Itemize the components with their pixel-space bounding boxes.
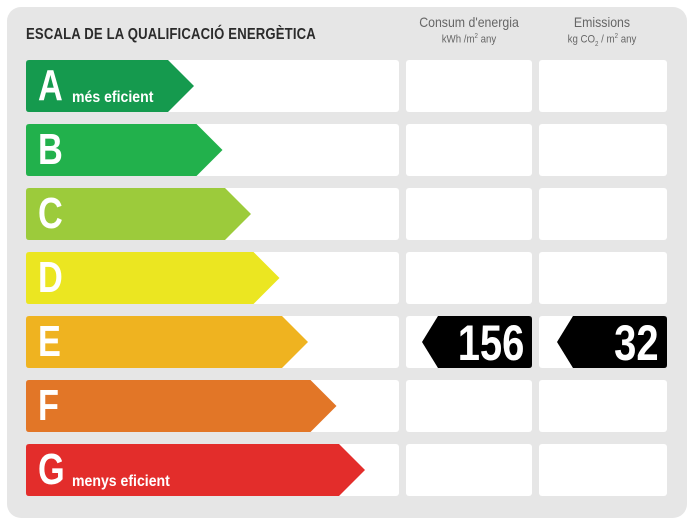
energy-cell-D	[406, 252, 532, 304]
energy-column-unit: kWh /m2 any	[441, 33, 497, 46]
emissions-cell-F	[539, 380, 667, 432]
class-letter: F	[38, 381, 59, 430]
class-arrow-B: B	[26, 124, 223, 176]
energy-cell-G	[406, 444, 532, 496]
emissions-column-unit: kg CO2 / m2 any	[567, 33, 637, 48]
class-arrow-shape-D	[26, 252, 280, 304]
class-letter: B	[38, 125, 63, 174]
class-arrow-D: D	[26, 252, 280, 304]
class-letter: E	[38, 317, 61, 366]
emissions-cell-B	[539, 124, 667, 176]
emissions-cell-G	[539, 444, 667, 496]
energy-column-header: Consum d'energia kWh /m2 any	[412, 14, 526, 46]
class-description: menys eficient	[72, 473, 170, 490]
class-letter: C	[38, 189, 63, 238]
class-letter: D	[38, 253, 63, 302]
class-arrow-shape-E	[26, 316, 308, 368]
energy-rating-marker-value: 156	[457, 315, 524, 371]
class-letter: A	[38, 61, 63, 110]
class-arrow-shape-B	[26, 124, 223, 176]
energy-rating-marker-shape	[422, 316, 532, 368]
energy-cell-C	[406, 188, 532, 240]
energy-cell-B	[406, 124, 532, 176]
class-letter: G	[38, 445, 65, 494]
energy-cell-A	[406, 60, 532, 112]
emissions-rating-marker: 32	[557, 315, 667, 371]
class-arrow-shape-C	[26, 188, 251, 240]
class-arrow-C: C	[26, 188, 251, 240]
label-title: ESCALA DE LA QUALIFICACIÓ ENERGÈTICA	[26, 26, 316, 43]
emissions-rating-marker-shape	[557, 316, 667, 368]
class-arrow-shape-A	[26, 60, 194, 112]
emissions-rating-marker-value: 32	[614, 315, 660, 371]
energy-column-label: Consum d'energia	[419, 14, 519, 30]
emissions-cell-D	[539, 252, 667, 304]
emissions-column-label: Emissions	[573, 14, 631, 30]
energy-cell-F	[406, 380, 532, 432]
class-arrow-shape-F	[26, 380, 337, 432]
emissions-column-header: Emissions kg CO2 / m2 any	[544, 14, 660, 48]
emissions-cell-C	[539, 188, 667, 240]
class-arrow-shape-G	[26, 444, 365, 496]
energy-rating-marker: 156	[422, 315, 532, 371]
class-description: més eficient	[72, 89, 154, 106]
class-arrow-F: F	[26, 380, 337, 432]
emissions-cell-A	[539, 60, 667, 112]
class-arrow-E: E	[26, 316, 308, 368]
